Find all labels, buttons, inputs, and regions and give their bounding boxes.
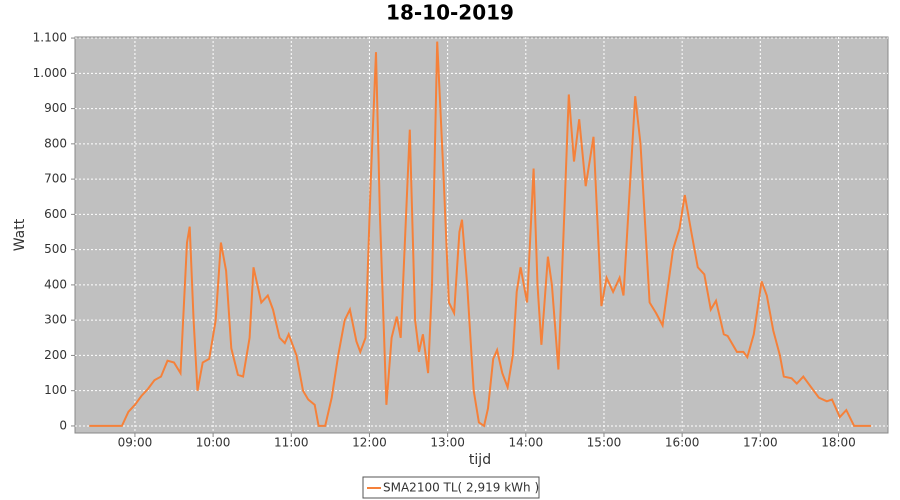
x-tick-label: 16:00 bbox=[665, 436, 700, 450]
y-tick-label: 800 bbox=[44, 136, 67, 150]
y-axis-title: Watt bbox=[12, 218, 28, 251]
y-tick-label: 900 bbox=[44, 101, 67, 115]
x-tick-label: 12:00 bbox=[352, 436, 387, 450]
y-tick-label: 200 bbox=[44, 348, 67, 362]
x-tick-label: 17:00 bbox=[743, 436, 778, 450]
x-tick-label: 11:00 bbox=[274, 436, 309, 450]
x-tick-label: 14:00 bbox=[509, 436, 544, 450]
x-tick-label: 18:00 bbox=[821, 436, 856, 450]
x-tick-label: 15:00 bbox=[587, 436, 622, 450]
legend-box bbox=[362, 476, 540, 499]
x-tick-label: 13:00 bbox=[430, 436, 465, 450]
series-line bbox=[89, 41, 872, 428]
y-tick-label: 300 bbox=[44, 313, 67, 327]
x-tick-label: 09:00 bbox=[118, 436, 153, 450]
x-axis-title: tijd bbox=[469, 452, 491, 468]
y-tick-label: 700 bbox=[44, 172, 67, 186]
y-tick-label: 400 bbox=[44, 277, 67, 291]
x-tick-label: 10:00 bbox=[196, 436, 231, 450]
chart-title: 18-10-2019 bbox=[386, 1, 514, 25]
plot-area bbox=[74, 36, 889, 434]
legend-label: SMA2100 TL( 2,919 kWh ) bbox=[383, 481, 539, 495]
y-tick-label: 1.100 bbox=[33, 31, 67, 45]
y-tick-label: 1.000 bbox=[33, 66, 67, 80]
y-tick-label: 100 bbox=[44, 383, 67, 397]
y-tick-label: 0 bbox=[59, 418, 67, 432]
y-tick-label: 500 bbox=[44, 242, 67, 256]
y-tick-label: 600 bbox=[44, 207, 67, 221]
